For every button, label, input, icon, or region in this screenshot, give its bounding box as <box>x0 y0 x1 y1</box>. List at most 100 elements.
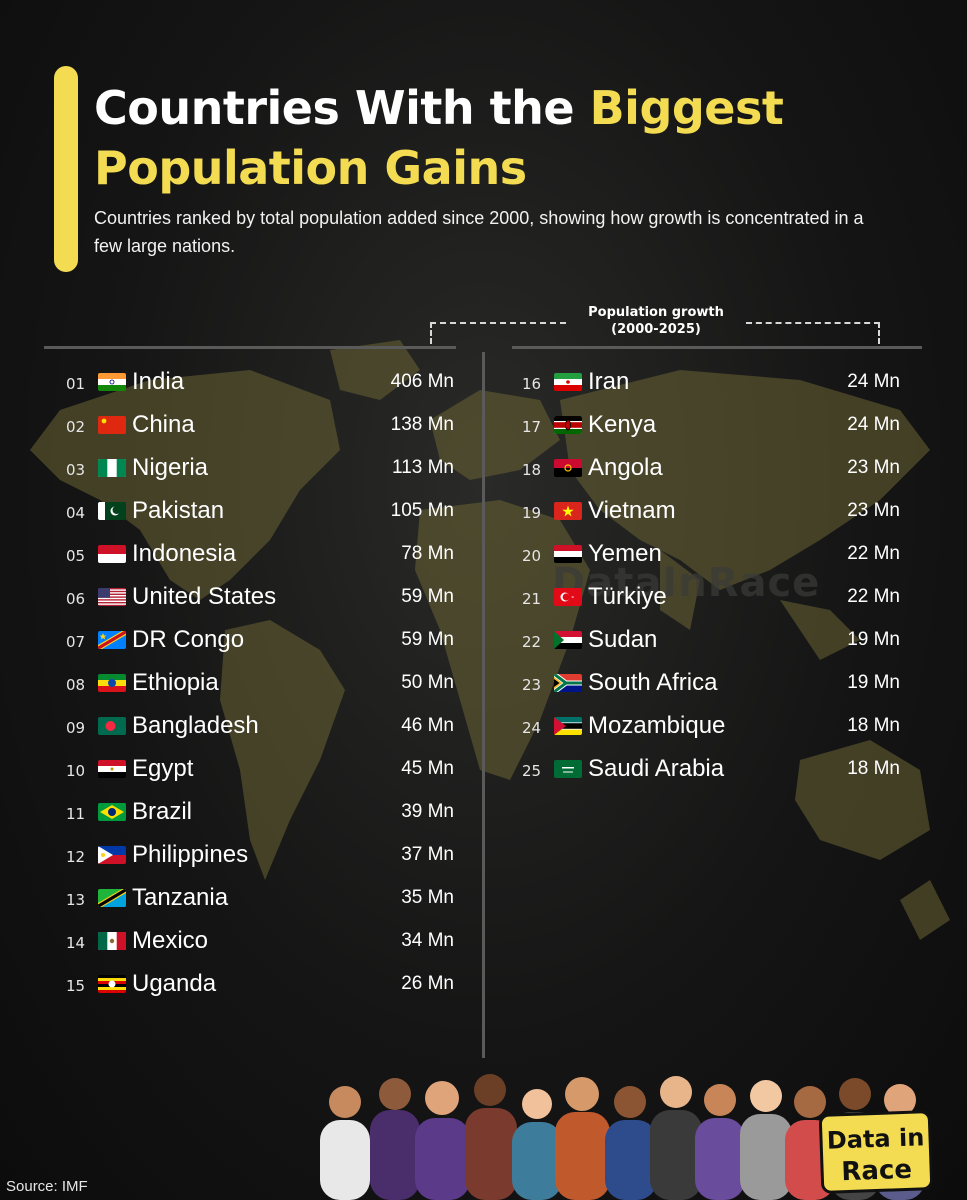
rank-number: 17 <box>522 418 542 436</box>
uganda-flag-icon <box>98 975 126 993</box>
turkiye-flag-icon <box>554 588 582 606</box>
mozambique-flag-icon <box>554 717 582 735</box>
growth-value: 138 Mn <box>390 414 454 435</box>
growth-value: 78 Mn <box>401 543 454 564</box>
column-label-line1: Population growth <box>588 305 724 320</box>
growth-value: 23 Mn <box>847 457 900 478</box>
growth-value: 37 Mn <box>401 844 454 865</box>
title-accent-bar <box>54 66 78 272</box>
country-name: Vietnam <box>588 497 676 524</box>
rank-number: 23 <box>522 676 542 694</box>
ranking-row: 08 Ethiopia 50 Mn <box>52 663 460 706</box>
country-name: Uganda <box>132 970 217 997</box>
saudi-arabia-flag-icon <box>554 760 582 778</box>
country-name: Kenya <box>588 411 657 438</box>
kenya-flag-icon <box>554 416 582 434</box>
rank-number: 05 <box>66 547 86 565</box>
ranking-row: 15 Uganda 26 Mn <box>52 964 460 1007</box>
rank-number: 21 <box>522 590 542 608</box>
growth-value: 18 Mn <box>847 715 900 736</box>
ranking-row: 06 United States 59 Mn <box>52 577 460 620</box>
saudi-arabia-flag-icon <box>554 760 582 778</box>
column-label: Population growth (2000-2025) <box>566 304 746 338</box>
mexico-flag-icon <box>98 932 126 950</box>
column-label-line2: (2000-2025) <box>611 322 701 337</box>
country-name: Indonesia <box>132 540 237 567</box>
growth-value: 39 Mn <box>401 801 454 822</box>
nigeria-flag-icon <box>98 459 126 477</box>
country-name: Mexico <box>132 927 209 954</box>
country-name: Bangladesh <box>132 712 259 739</box>
rank-number: 10 <box>66 762 86 780</box>
growth-value: 59 Mn <box>401 629 454 650</box>
indonesia-flag-icon <box>98 545 126 563</box>
sudan-flag-icon <box>554 631 582 649</box>
header-rule-left <box>44 346 456 349</box>
country-name: Brazil <box>132 798 193 825</box>
pakistan-flag-icon <box>98 502 126 520</box>
ranking-row: 11 Brazil 39 Mn <box>52 792 460 835</box>
growth-value: 46 Mn <box>401 715 454 736</box>
rank-number: 01 <box>66 375 86 393</box>
page-title: Countries With the Biggest Population Ga… <box>94 78 934 198</box>
growth-value: 19 Mn <box>847 629 900 650</box>
rank-number: 24 <box>522 719 542 737</box>
growth-value: 406 Mn <box>390 371 454 392</box>
india-flag-icon <box>98 373 126 391</box>
ranking-row: 05 Indonesia 78 Mn <box>52 534 460 577</box>
country-name: Yemen <box>588 540 662 567</box>
country-name: India <box>132 368 185 395</box>
ranking-row: 19 Vietnam 23 Mn <box>508 491 908 534</box>
growth-value: 113 Mn <box>392 457 454 478</box>
rank-number: 15 <box>66 977 86 995</box>
rank-number: 18 <box>522 461 542 479</box>
country-name: Tanzania <box>132 884 229 911</box>
ranking-row: 07 DR Congo 59 Mn <box>52 620 460 663</box>
growth-value: 19 Mn <box>847 672 900 693</box>
country-name: South Africa <box>588 669 718 696</box>
rank-number: 22 <box>522 633 542 651</box>
ranking-list-left: 01 India 406 Mn 02 China 138 Mn 03 Nigeria 113 M… <box>52 362 460 1007</box>
country-name: Egypt <box>132 755 194 782</box>
svg-text:Data in: Data in <box>826 1123 924 1154</box>
country-name: Sudan <box>588 626 658 653</box>
country-name: Pakistan <box>132 497 225 524</box>
country-name: Nigeria <box>132 454 209 481</box>
country-name: Türkiye <box>588 583 667 610</box>
dr-congo-flag-icon <box>98 631 126 649</box>
uganda-flag-icon <box>98 975 126 993</box>
title-highlight-gains: Population Gains <box>94 141 527 195</box>
philippines-flag-icon <box>98 846 126 864</box>
growth-value: 26 Mn <box>401 973 454 994</box>
rank-number: 12 <box>66 848 86 866</box>
label-bracket-right <box>746 322 880 344</box>
country-name: DR Congo <box>132 626 245 653</box>
egypt-flag-icon <box>98 760 126 778</box>
ranking-row: 23 South Africa 19 Mn <box>508 663 908 706</box>
growth-value: 45 Mn <box>401 758 454 779</box>
country-name: Saudi Arabia <box>588 755 725 782</box>
turkiye-flag-icon <box>554 588 582 606</box>
growth-value: 18 Mn <box>847 758 900 779</box>
bangladesh-flag-icon <box>98 717 126 735</box>
growth-value: 50 Mn <box>401 672 454 693</box>
united-states-flag-icon <box>98 588 126 606</box>
title-highlight-biggest: Biggest <box>589 81 784 135</box>
ranking-row: 18 Angola 23 Mn <box>508 448 908 491</box>
country-name: China <box>132 411 195 438</box>
rank-number: 03 <box>66 461 86 479</box>
rank-number: 06 <box>66 590 86 608</box>
page-subtitle: Countries ranked by total population add… <box>94 208 864 256</box>
datainrace-logo: Data in Race <box>818 1110 934 1194</box>
growth-value: 24 Mn <box>847 371 900 392</box>
brazil-flag-icon <box>98 803 126 821</box>
rank-number: 08 <box>66 676 86 694</box>
rank-number: 07 <box>66 633 86 651</box>
yemen-flag-icon <box>554 545 582 563</box>
ranking-row: 21 Türkiye 22 Mn <box>508 577 908 620</box>
rank-number: 11 <box>66 805 86 823</box>
rank-number: 20 <box>522 547 542 565</box>
growth-value: 105 Mn <box>390 500 454 521</box>
country-name: Ethiopia <box>132 669 219 696</box>
header-rule-right <box>512 346 922 349</box>
